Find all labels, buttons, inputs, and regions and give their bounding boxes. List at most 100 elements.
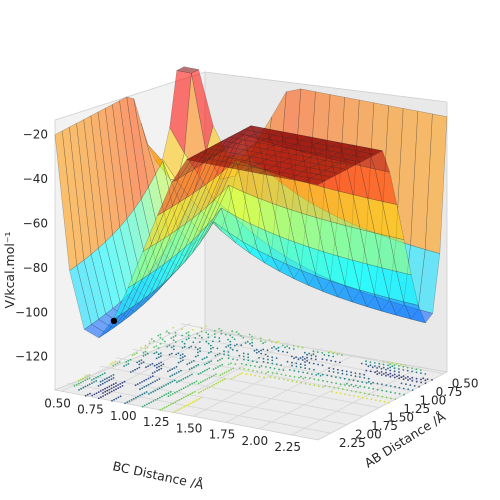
contour-point <box>411 376 414 379</box>
contour-point <box>169 391 172 393</box>
contour-point <box>219 365 222 367</box>
contour-point <box>169 369 171 372</box>
contour-point <box>165 330 168 332</box>
contour-point <box>385 368 387 371</box>
contour-point <box>269 366 272 369</box>
contour-point <box>382 360 385 363</box>
contour-point <box>360 362 363 365</box>
contour-point <box>151 372 154 374</box>
contour-point <box>317 363 319 366</box>
axis-ticks: 0.50 0.75 1.00 1.25 1.50 1.75 2.00 2.250.500.75… <box>15 128 478 454</box>
contour-point <box>398 392 401 395</box>
contour-point <box>365 369 368 372</box>
contour-point <box>354 375 357 378</box>
contour-point <box>196 399 198 401</box>
contour-point <box>172 411 175 414</box>
contour-point <box>134 368 137 371</box>
contour-point <box>334 360 337 363</box>
contour-point <box>233 338 236 341</box>
contour-point <box>251 341 254 344</box>
z-axis-label: V/kcal.mol⁻¹ <box>2 232 17 309</box>
contour-point <box>106 377 108 380</box>
contour-point <box>359 376 361 378</box>
contour-point <box>168 332 170 334</box>
contour-point <box>389 369 392 372</box>
contour-point <box>389 385 392 387</box>
contour-point <box>142 351 145 354</box>
contour-point <box>243 358 245 361</box>
y-tick-label: 2.00 <box>355 428 382 442</box>
contour-point <box>298 376 300 379</box>
contour-point <box>173 373 176 376</box>
contour-point <box>406 369 409 372</box>
contour-point <box>115 388 117 391</box>
contour-point <box>306 359 308 362</box>
contour-point <box>207 336 210 339</box>
marker-point <box>110 317 118 325</box>
contour-point <box>172 339 175 341</box>
contour-point <box>194 337 197 339</box>
contour-point <box>292 345 295 347</box>
contour-point <box>200 381 202 384</box>
contour-point <box>219 380 222 383</box>
contour-point <box>402 365 405 368</box>
contour-point <box>186 363 189 366</box>
contour-point <box>110 362 112 365</box>
contour-point <box>156 366 158 369</box>
contour-point <box>300 375 302 378</box>
contour-point <box>181 359 184 362</box>
contour-point <box>175 372 178 374</box>
contour-point <box>188 374 191 377</box>
contour-point <box>332 352 334 355</box>
contour-point <box>415 380 418 383</box>
contour-point <box>361 381 364 383</box>
contour-point <box>415 371 418 374</box>
contour-point <box>426 378 429 380</box>
contour-point <box>136 383 139 385</box>
contour-point <box>193 366 195 368</box>
contour-point <box>176 381 178 384</box>
contour-point <box>82 380 84 383</box>
contour-point <box>176 409 179 412</box>
contour-point <box>193 391 196 393</box>
contour-point <box>327 351 330 354</box>
contour-point <box>172 345 175 348</box>
contour-point <box>306 353 308 356</box>
contour-point <box>113 389 115 392</box>
contour-point <box>225 346 228 348</box>
contour-point <box>136 361 139 364</box>
contour-point <box>389 372 392 375</box>
contour-point <box>278 368 280 371</box>
contour-point <box>374 371 376 374</box>
contour-point <box>312 350 315 353</box>
contour-point <box>95 380 98 382</box>
contour-point <box>145 384 148 387</box>
contour-point <box>176 390 179 393</box>
contour-point <box>212 340 214 343</box>
contour-point <box>241 372 244 374</box>
contour-point <box>150 391 152 394</box>
contour-point <box>146 352 149 355</box>
contour-point <box>278 377 281 380</box>
contour-point <box>306 356 308 359</box>
contour-point <box>192 341 195 344</box>
contour-point <box>93 381 95 383</box>
contour-point <box>330 375 333 378</box>
contour-point <box>179 354 182 357</box>
contour-point <box>339 361 341 364</box>
contour-point <box>82 377 84 380</box>
contour-point <box>398 374 400 377</box>
contour-point <box>223 353 226 356</box>
contour-point <box>393 364 396 366</box>
contour-point <box>198 341 201 343</box>
contour-point <box>155 363 158 366</box>
contour-point <box>160 386 163 389</box>
contour-point <box>80 381 82 384</box>
contour-point <box>145 366 147 369</box>
contour-point <box>242 355 245 358</box>
contour-point <box>420 372 422 375</box>
contour-point <box>284 374 287 377</box>
contour-point <box>205 325 207 328</box>
contour-point <box>259 340 262 343</box>
